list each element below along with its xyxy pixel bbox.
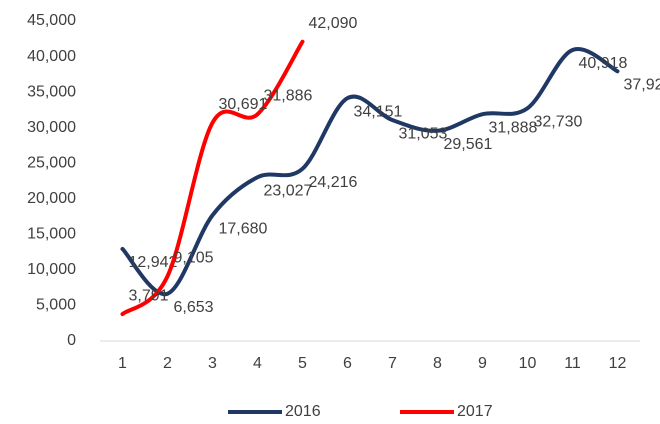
x-tick-label: 5	[298, 355, 307, 372]
y-tick-label: 30,000	[27, 119, 76, 136]
y-tick-label: 15,000	[27, 226, 76, 243]
legend-label: 2016	[285, 403, 321, 420]
x-tick-label: 3	[208, 355, 217, 372]
data-label: 6,653	[174, 299, 214, 316]
data-label: 9,105	[174, 249, 214, 266]
data-label: 30,691	[219, 96, 268, 113]
y-tick-label: 25,000	[27, 154, 76, 171]
y-tick-label: 0	[67, 332, 76, 349]
data-label: 3,791	[129, 287, 169, 304]
data-label: 17,680	[219, 220, 268, 237]
data-label: 42,090	[309, 15, 358, 32]
data-label: 31,888	[489, 119, 538, 136]
data-label: 12,942	[129, 254, 178, 271]
data-label: 24,216	[309, 174, 358, 191]
data-label: 37,924	[624, 77, 660, 94]
x-tick-label: 4	[253, 355, 262, 372]
data-label: 40,918	[579, 55, 628, 72]
data-label: 29,561	[444, 136, 493, 153]
legend-label: 2017	[457, 403, 493, 420]
x-tick-label: 9	[478, 355, 487, 372]
y-tick-label: 20,000	[27, 190, 76, 207]
data-label: 31,053	[399, 125, 448, 142]
x-tick-label: 1	[118, 355, 127, 372]
x-tick-label: 11	[564, 355, 581, 372]
x-tick-label: 7	[388, 355, 397, 372]
data-label: 23,027	[264, 182, 313, 199]
y-tick-label: 5,000	[36, 297, 76, 314]
y-tick-label: 40,000	[27, 48, 76, 65]
data-label: 31,886	[264, 87, 313, 104]
x-tick-label: 8	[433, 355, 442, 372]
y-tick-label: 10,000	[27, 261, 76, 278]
x-tick-label: 6	[343, 355, 352, 372]
y-tick-label: 35,000	[27, 83, 76, 100]
x-tick-label: 10	[519, 355, 537, 372]
series-line	[120, 39, 305, 317]
data-label: 34,151	[354, 103, 403, 120]
x-tick-label: 2	[163, 355, 172, 372]
series-line	[120, 47, 620, 296]
data-label: 32,730	[534, 113, 583, 130]
x-tick-label: 12	[609, 355, 627, 372]
y-tick-label: 45,000	[27, 12, 76, 29]
